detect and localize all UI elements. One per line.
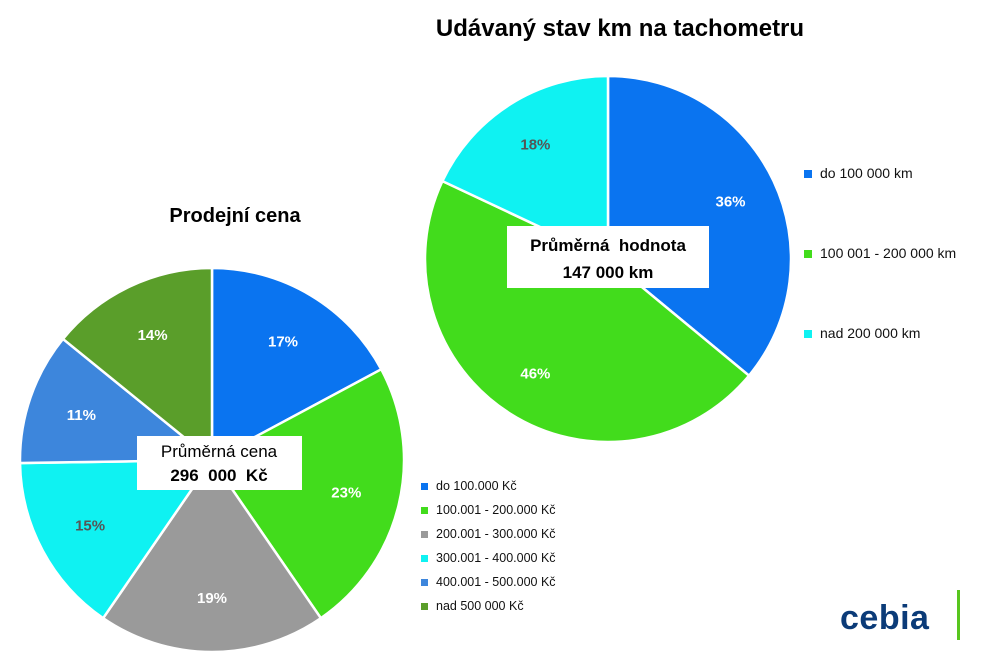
- price-legend-swatch-4: [421, 579, 428, 586]
- price-legend: do 100.000 Kč 100.001 - 200.000 Kč 200.001…: [421, 479, 556, 613]
- logo-text: cebia: [840, 599, 930, 637]
- price-pie-labels: 17% 23% 19% 15% 11% 14%: [67, 327, 362, 607]
- mileage-pie-chart: Udávaný stav km na tachometru 36%46%18% …: [423, 15, 956, 444]
- price-slice-1: [210, 367, 406, 620]
- mileage-slice-2: [440, 74, 610, 261]
- price-slice-0: [210, 266, 383, 463]
- price-legend-label-0: do 100.000 Kč: [436, 479, 517, 493]
- price-slice-label-4: 11%: [67, 407, 96, 424]
- mileage-pie-labels: 36% 46% 18%: [520, 137, 745, 383]
- price-center-line2: 296 000 Kč: [170, 466, 267, 485]
- mileage-chart-title: Udávaný stav km na tachometru: [436, 15, 804, 42]
- mileage-slice-1: [423, 179, 751, 444]
- mileage-center-line2: 147 000 km: [563, 263, 654, 282]
- price-pie-chart: Prodejní cena 17% 23% 19% 15% 11% 14% Průměrn…: [18, 205, 556, 654]
- price-legend-swatch-3: [421, 555, 428, 562]
- price-slice-label-5: 14%: [138, 327, 168, 344]
- mileage-legend-swatch-1: [804, 250, 812, 258]
- price-legend-swatch-1: [421, 507, 428, 514]
- price-slice-5: [61, 266, 214, 463]
- mileage-center-line1: Průměrná hodnota: [530, 236, 686, 255]
- price-pie-slices: [18, 266, 406, 654]
- price-legend-label-3: 300.001 - 400.000 Kč: [436, 551, 556, 565]
- price-slice-4: [18, 337, 216, 465]
- price-legend-swatch-5: [421, 603, 428, 610]
- mileage-legend: do 100 000 km 100 001 - 200 000 km nad 200…: [804, 165, 956, 341]
- price-legend-label-5: nad 500 000 Kč: [436, 599, 524, 613]
- price-slice-3: [18, 458, 215, 620]
- price-legend-label-1: 100.001 - 200.000 Kč: [436, 503, 556, 517]
- mileage-legend-swatch-2: [804, 330, 812, 338]
- price-legend-swatch-2: [421, 531, 428, 538]
- price-center-box-bg: [137, 436, 302, 490]
- mileage-slice-label-1: 46%: [520, 365, 550, 382]
- mileage-legend-label-1: 100 001 - 200 000 km: [820, 245, 956, 261]
- mileage-slice-label-0: 36%: [715, 193, 745, 210]
- mileage-slice-label-2: 18%: [520, 137, 550, 154]
- price-legend-swatch-0: [421, 483, 428, 490]
- price-legend-label-2: 200.001 - 300.000 Kč: [436, 527, 556, 541]
- mileage-center-box-bg: [507, 226, 709, 288]
- mileage-slice-0: [606, 74, 793, 378]
- price-legend-label-4: 400.001 - 500.000 Kč: [436, 575, 556, 589]
- price-slice-label-1: 23%: [331, 485, 361, 502]
- price-center-line1: Průměrná cena: [161, 442, 278, 461]
- price-center-box: Průměrná cena 296 000 Kč: [137, 436, 302, 490]
- logo-accent-bar: [957, 590, 960, 640]
- cebia-logo: cebia: [840, 590, 960, 640]
- mileage-legend-label-2: nad 200 000 km: [820, 325, 920, 341]
- price-chart-title: Prodejní cena: [169, 205, 301, 227]
- price-slice-label-0: 17%: [268, 333, 298, 350]
- price-slice-2: [101, 457, 323, 654]
- mileage-pie-slices: [423, 74, 793, 444]
- price-slice-label-2: 19%: [197, 590, 227, 607]
- mileage-center-box: Průměrná hodnota 147 000 km: [507, 226, 709, 288]
- price-slice-label-3: 15%: [75, 517, 105, 534]
- mileage-legend-swatch-0: [804, 170, 812, 178]
- mileage-legend-label-0: do 100 000 km: [820, 165, 913, 181]
